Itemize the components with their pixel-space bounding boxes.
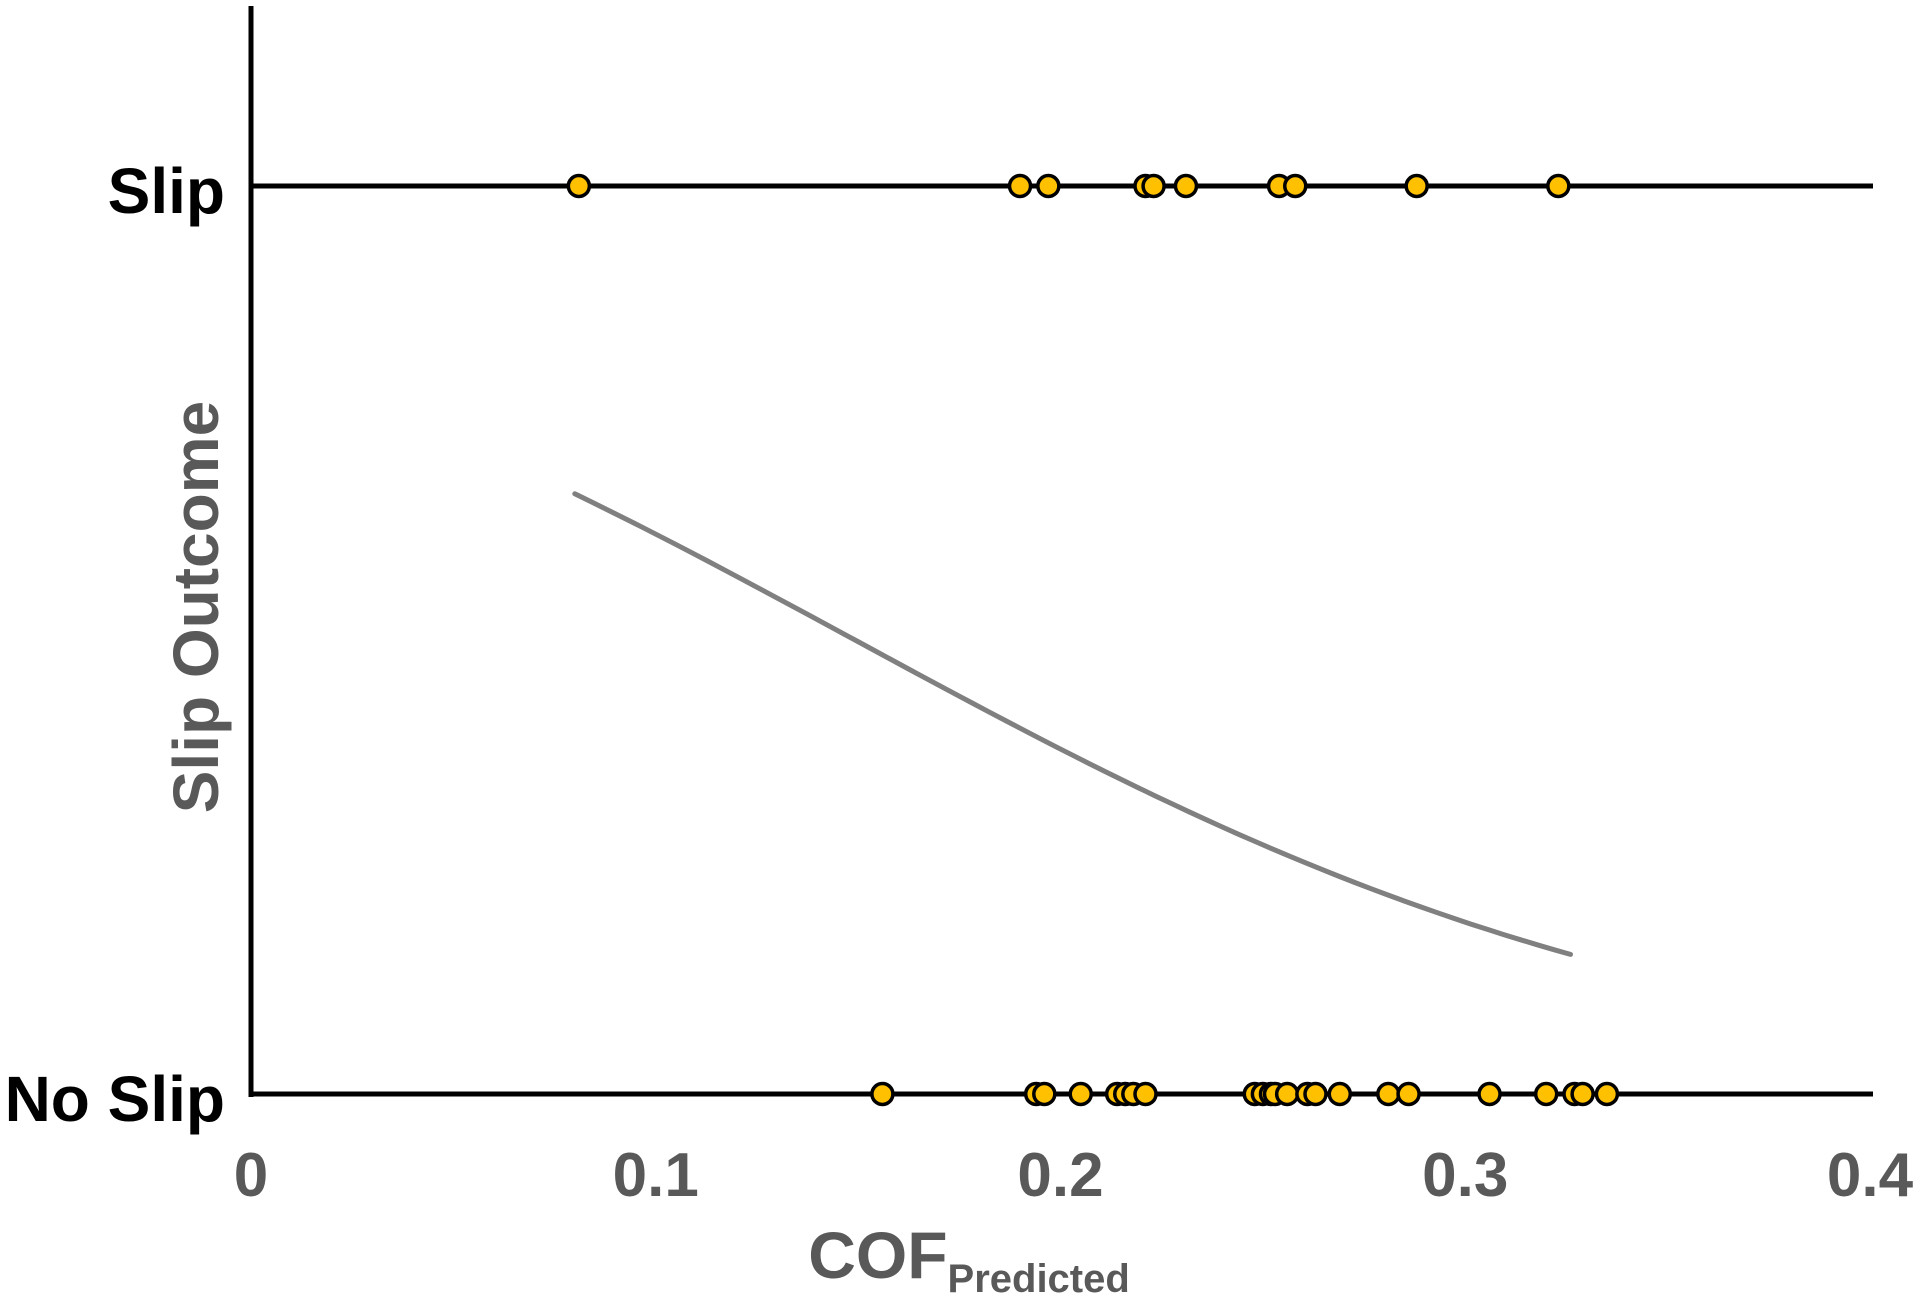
y-axis-label: Slip Outcome bbox=[160, 401, 232, 814]
x-tick-label: 0 bbox=[234, 1141, 268, 1210]
x-tick-label: 0.2 bbox=[1017, 1141, 1103, 1210]
data-point-no-slip bbox=[1533, 1081, 1559, 1107]
data-point-slip bbox=[566, 173, 592, 199]
data-point-no-slip bbox=[1303, 1081, 1328, 1107]
data-point-slip bbox=[1007, 173, 1033, 199]
data-point-no-slip bbox=[1274, 1081, 1300, 1107]
x-axis-label-main: COF bbox=[808, 1218, 947, 1292]
data-point-no-slip bbox=[1327, 1081, 1353, 1107]
ytick-no-slip: No Slip bbox=[5, 1063, 225, 1135]
data-point-slip bbox=[1283, 173, 1308, 199]
data-point-no-slip bbox=[1032, 1081, 1057, 1107]
data-point-no-slip bbox=[1396, 1081, 1421, 1107]
axes bbox=[248, 6, 1873, 1097]
x-tick-label: 0.3 bbox=[1422, 1141, 1508, 1210]
data-point-no-slip bbox=[1594, 1081, 1620, 1107]
data-point-no-slip bbox=[1477, 1081, 1502, 1107]
x-tick-label: 0.4 bbox=[1827, 1141, 1914, 1210]
data-point-no-slip bbox=[1570, 1081, 1595, 1107]
x-axis-label-subscript: Predicted bbox=[948, 1257, 1130, 1299]
x-tick-labels: 0 0.1 0.2 0.3 0.4 bbox=[234, 1141, 1914, 1210]
data-point-no-slip bbox=[870, 1081, 895, 1107]
data-point-no-slip bbox=[1068, 1081, 1093, 1107]
data-point-slip bbox=[1141, 173, 1166, 199]
x-tick-label: 0.1 bbox=[613, 1141, 699, 1210]
ytick-slip: Slip bbox=[108, 155, 225, 227]
logistic-fit-curve bbox=[572, 491, 1573, 957]
x-axis-label: COFPredicted bbox=[808, 1218, 1130, 1299]
data-point-slip bbox=[1546, 173, 1571, 199]
data-points bbox=[566, 173, 1620, 1107]
data-point-slip bbox=[1036, 173, 1061, 199]
data-point-slip bbox=[1404, 173, 1429, 199]
data-point-slip bbox=[1173, 173, 1199, 199]
data-point-no-slip bbox=[1376, 1081, 1401, 1107]
data-point-no-slip bbox=[1133, 1081, 1158, 1107]
